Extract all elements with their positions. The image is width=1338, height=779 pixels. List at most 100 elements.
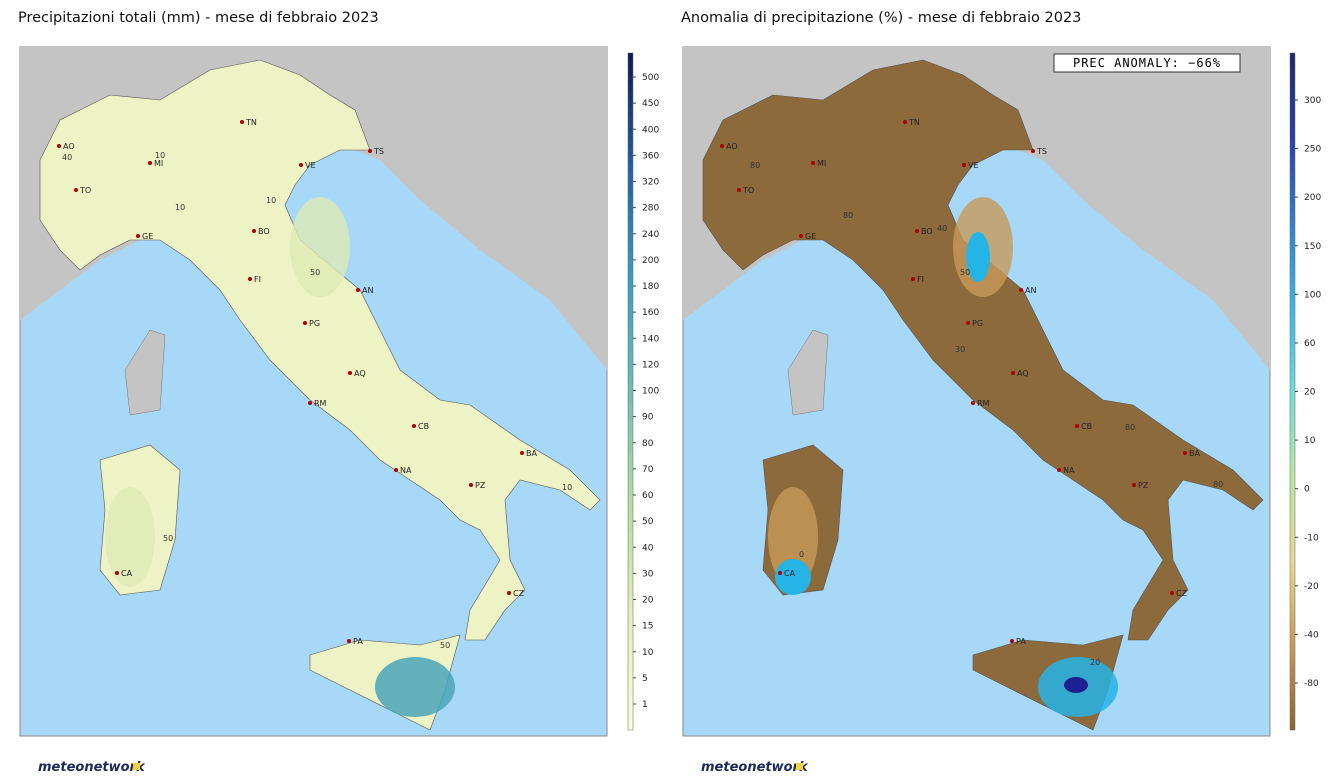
- field-patch: [966, 232, 990, 282]
- contour-label: 80: [1125, 423, 1135, 432]
- colorbar-label: 30: [642, 569, 654, 579]
- city-label: CZ: [1176, 589, 1188, 598]
- city-dot: [1019, 288, 1023, 292]
- city-dot: [148, 161, 152, 165]
- city-dot: [971, 401, 975, 405]
- contour-label: 40: [62, 153, 72, 162]
- field-patch: [105, 487, 155, 587]
- city-label: CB: [418, 422, 429, 431]
- colorbar-label: 1: [642, 700, 648, 710]
- city-label: PZ: [1138, 481, 1149, 490]
- city-label: TO: [79, 186, 91, 195]
- city-dot: [115, 571, 119, 575]
- colorbar-label: -20: [1304, 582, 1319, 592]
- colorbar-label: 15: [642, 622, 653, 632]
- city-dot: [1183, 451, 1187, 455]
- city-label: GE: [142, 232, 153, 241]
- city-label: VE: [305, 161, 316, 170]
- field-patch: [375, 657, 455, 717]
- city-dot: [903, 120, 907, 124]
- city-label: PA: [353, 637, 363, 646]
- logo-mark: [796, 763, 803, 770]
- city-dot: [412, 424, 416, 428]
- contour-label: 10: [562, 483, 572, 492]
- colorbar-label: 280: [642, 204, 659, 214]
- city-dot: [136, 234, 140, 238]
- contour-label: 20: [1090, 658, 1100, 667]
- panel-title: Anomalia di precipitazione (%) - mese di…: [681, 10, 1081, 26]
- logo: meteonetwork: [701, 760, 809, 775]
- city-label: TS: [1036, 147, 1047, 156]
- city-label: VE: [968, 161, 979, 170]
- city-label: RM: [977, 399, 990, 408]
- colorbar-label: 70: [642, 465, 654, 475]
- colorbar-label: 180: [642, 282, 659, 292]
- city-dot: [911, 277, 915, 281]
- city-label: MI: [817, 159, 826, 168]
- colorbar-label: 300: [1304, 96, 1321, 106]
- colorbar-label: 250: [1304, 145, 1321, 155]
- city-label: GE: [805, 232, 816, 241]
- colorbar: [627, 52, 634, 731]
- city-dot: [1011, 371, 1015, 375]
- contour-label: 50: [163, 534, 173, 543]
- region: [702, 59, 1264, 641]
- annotation: PREC ANOMALY: −66%: [1073, 56, 1221, 70]
- city-label: BO: [258, 227, 270, 236]
- colorbar-label: 100: [642, 387, 659, 397]
- city-dot: [520, 451, 524, 455]
- city-label: AN: [362, 286, 373, 295]
- colorbar: [1289, 52, 1296, 731]
- city-label: PG: [309, 319, 320, 328]
- colorbar-label: 500: [642, 73, 659, 83]
- map: [19, 46, 608, 737]
- colorbar-label: 10: [1304, 436, 1316, 446]
- city-label: NA: [1063, 466, 1075, 475]
- field-patch: [290, 197, 350, 297]
- city-dot: [1010, 639, 1014, 643]
- panel-title: Precipitazioni totali (mm) - mese di feb…: [18, 10, 379, 26]
- city-dot: [811, 161, 815, 165]
- city-label: AQ: [1017, 369, 1029, 378]
- colorbar-label: 160: [642, 308, 659, 318]
- city-label: PA: [1016, 637, 1026, 646]
- city-dot: [1170, 591, 1174, 595]
- city-label: FI: [254, 275, 261, 284]
- city-dot: [469, 483, 473, 487]
- city-label: BA: [526, 449, 537, 458]
- contour-label: 80: [1213, 480, 1223, 489]
- contour-label: 80: [750, 161, 760, 170]
- colorbar-label: -80: [1304, 679, 1319, 689]
- city-dot: [303, 321, 307, 325]
- contour-label: 80: [843, 211, 853, 220]
- city-dot: [74, 188, 78, 192]
- colorbar-label: 150: [1304, 242, 1321, 252]
- colorbar-label: 450: [642, 99, 659, 109]
- field-patch: [768, 487, 818, 587]
- colorbar-label: 40: [642, 543, 654, 553]
- logo: meteonetwork: [38, 760, 146, 775]
- annotation-box: [1053, 53, 1241, 73]
- city-dot: [368, 149, 372, 153]
- colorbar-label: 100: [1304, 290, 1321, 300]
- field-patch: [775, 559, 811, 595]
- city-dot: [966, 321, 970, 325]
- city-dot: [348, 371, 352, 375]
- colorbar-label: 80: [642, 439, 654, 449]
- colorbar-label: 360: [642, 151, 659, 161]
- city-label: NA: [400, 466, 412, 475]
- colorbar-label: -10: [1304, 533, 1319, 543]
- contour-label: 50: [440, 641, 450, 650]
- region: [39, 59, 601, 641]
- colorbar-label: 200: [1304, 193, 1321, 203]
- city-dot: [1075, 424, 1079, 428]
- colorbar-label: 60: [1304, 339, 1316, 349]
- city-dot: [778, 571, 782, 575]
- colorbar-label: 50: [642, 517, 654, 527]
- city-dot: [737, 188, 741, 192]
- city-label: AN: [1025, 286, 1036, 295]
- city-dot: [356, 288, 360, 292]
- city-dot: [299, 163, 303, 167]
- city-label: RM: [314, 399, 327, 408]
- city-label: AO: [63, 142, 75, 151]
